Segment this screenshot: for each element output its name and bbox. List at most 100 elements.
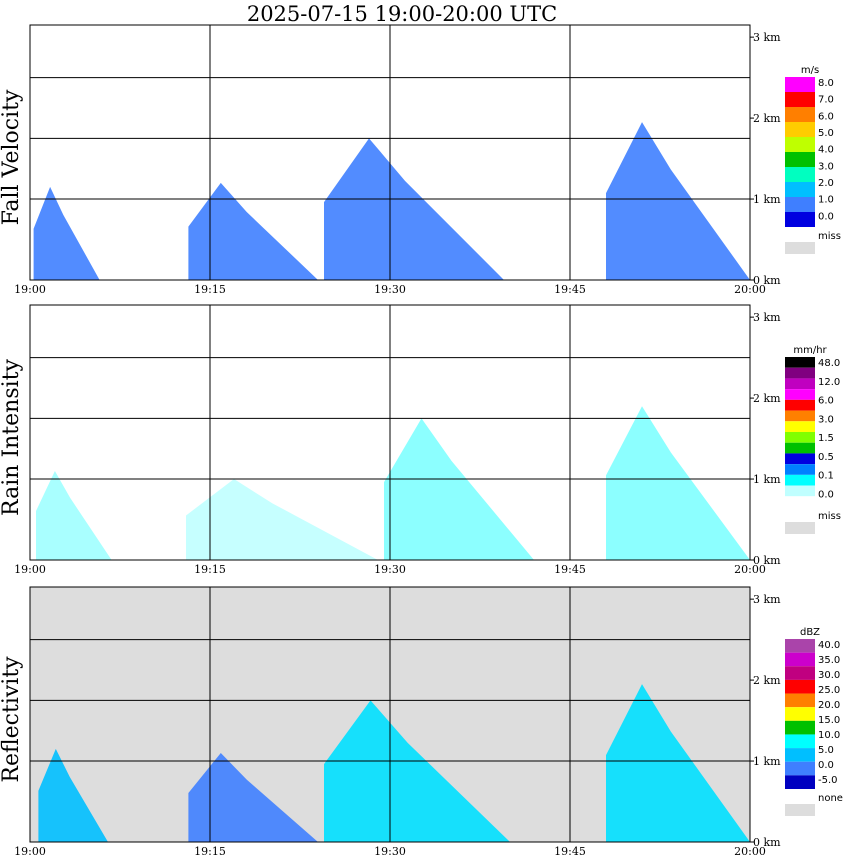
echo-region-3 xyxy=(324,138,504,280)
y-axis-title: Reflectivity xyxy=(0,656,24,783)
chart-title: 2025-07-15 19:00-20:00 UTC xyxy=(247,2,557,26)
legend-swatch xyxy=(785,639,815,653)
legend-swatch xyxy=(785,410,815,422)
echo-region-2 xyxy=(188,752,318,842)
legend-missing-swatch xyxy=(785,804,815,816)
legend-swatch xyxy=(785,77,815,92)
x-tick-label: 19:45 xyxy=(554,563,586,576)
y-tick-label: 0 km xyxy=(753,554,781,567)
x-tick-label: 19:00 xyxy=(14,845,46,858)
echo-region-2 xyxy=(188,182,318,280)
legend-swatch xyxy=(785,432,815,443)
x-tick-label: 19:00 xyxy=(14,563,46,576)
y-tick-label: 1 km xyxy=(753,755,781,768)
legend-swatch xyxy=(785,182,815,197)
legend-label: 0.1 xyxy=(818,471,834,482)
legend-swatch xyxy=(785,679,815,694)
x-tick-label: 19:45 xyxy=(554,845,586,858)
panel-3: 19:00 19:15 19:30 19:45 20:000 km 1 km 2 km 3 k… xyxy=(0,586,843,858)
echo-region-4 xyxy=(606,406,750,560)
x-tick-label: 20:00 xyxy=(734,845,766,858)
legend-swatch xyxy=(785,399,815,411)
legend-label: 4.0 xyxy=(818,145,834,156)
x-tick-label: 19:45 xyxy=(554,283,586,296)
y-tick-label: 0 km xyxy=(753,836,781,849)
legend-label: 25.0 xyxy=(818,685,840,696)
legend-label: 2.0 xyxy=(818,178,834,189)
x-tick-label: 19:15 xyxy=(194,283,226,296)
echo-region-1 xyxy=(36,470,112,560)
legend-swatch xyxy=(785,707,815,721)
x-tick-label: 19:15 xyxy=(194,845,226,858)
legend-swatch xyxy=(785,137,815,152)
legend-label: 30.0 xyxy=(818,670,840,681)
legend-swatch xyxy=(785,152,815,167)
legend-swatch xyxy=(785,389,815,400)
echo-region-3 xyxy=(384,418,534,560)
legend-unit: mm/hr xyxy=(793,345,827,356)
x-tick-label: 19:00 xyxy=(14,283,46,296)
legend-label: 0.5 xyxy=(818,452,834,463)
legend-swatch xyxy=(785,761,815,776)
x-tick-label: 19:30 xyxy=(374,845,406,858)
y-tick-label: 0 km xyxy=(753,274,781,287)
legend-swatch xyxy=(785,367,815,379)
legend-swatch xyxy=(785,197,815,212)
legend-label: none xyxy=(818,793,843,804)
y-tick-label: 1 km xyxy=(753,473,781,486)
legend-swatch xyxy=(785,107,815,122)
echo-region-4 xyxy=(606,122,750,281)
legend-label: 1.5 xyxy=(818,433,834,444)
legend-label: 10.0 xyxy=(818,730,840,741)
legend-swatch xyxy=(785,453,815,465)
panel-2: 19:00 19:15 19:30 19:45 20:000 km 1 km 2 km 3 k… xyxy=(0,304,841,576)
echo-region-1 xyxy=(38,748,108,842)
y-tick-label: 3 km xyxy=(753,311,781,324)
legend-label: miss xyxy=(818,511,841,522)
legend-swatch xyxy=(785,485,815,497)
y-tick-label: 1 km xyxy=(753,193,781,206)
legend-label: 7.0 xyxy=(818,95,834,106)
legend-label: 0.0 xyxy=(818,489,834,500)
legend-label: 35.0 xyxy=(818,655,840,666)
legend-label: 20.0 xyxy=(818,700,840,711)
legend-swatch xyxy=(785,496,815,507)
legend-swatch xyxy=(785,652,815,667)
legend-swatch xyxy=(785,775,815,789)
legend-label: 12.0 xyxy=(818,377,840,388)
legend-swatch xyxy=(785,122,815,137)
echo-region-3 xyxy=(324,700,510,842)
legend-swatch xyxy=(785,378,815,390)
legend-swatch xyxy=(785,666,815,680)
legend-label: -5.0 xyxy=(818,775,838,786)
echo-region-2 xyxy=(186,479,378,560)
x-tick-label: 20:00 xyxy=(734,283,766,296)
legend-label: miss xyxy=(818,231,841,242)
legend-swatch xyxy=(785,693,815,708)
legend-swatch xyxy=(785,421,815,432)
y-axis-title: Rain Intensity xyxy=(0,358,24,515)
x-tick-label: 19:15 xyxy=(194,563,226,576)
y-axis-title: Fall Velocity xyxy=(0,89,24,225)
legend-missing-swatch xyxy=(785,242,815,254)
legend-label: 48.0 xyxy=(818,358,840,369)
legend-label: 15.0 xyxy=(818,715,840,726)
echo-region-4 xyxy=(606,684,750,842)
legend-swatch xyxy=(785,442,815,454)
legend-label: 1.0 xyxy=(818,195,834,206)
panel-1: 19:00 19:15 19:30 19:45 20:000 km 1 km 2 km 3 k… xyxy=(0,24,841,296)
legend-swatch xyxy=(785,474,815,486)
legend-swatch xyxy=(785,464,815,475)
x-tick-label: 20:00 xyxy=(734,563,766,576)
legend-label: 6.0 xyxy=(818,396,834,407)
legend-label: 5.0 xyxy=(818,128,834,139)
legend-label: 6.0 xyxy=(818,111,834,122)
legend-swatch xyxy=(785,357,815,368)
legend-label: 3.0 xyxy=(818,161,834,172)
legend-label: 0.0 xyxy=(818,760,834,771)
y-tick-label: 3 km xyxy=(753,31,781,44)
y-tick-label: 2 km xyxy=(753,674,781,687)
legend-unit: dBZ xyxy=(800,627,820,638)
legend-swatch xyxy=(785,748,815,762)
